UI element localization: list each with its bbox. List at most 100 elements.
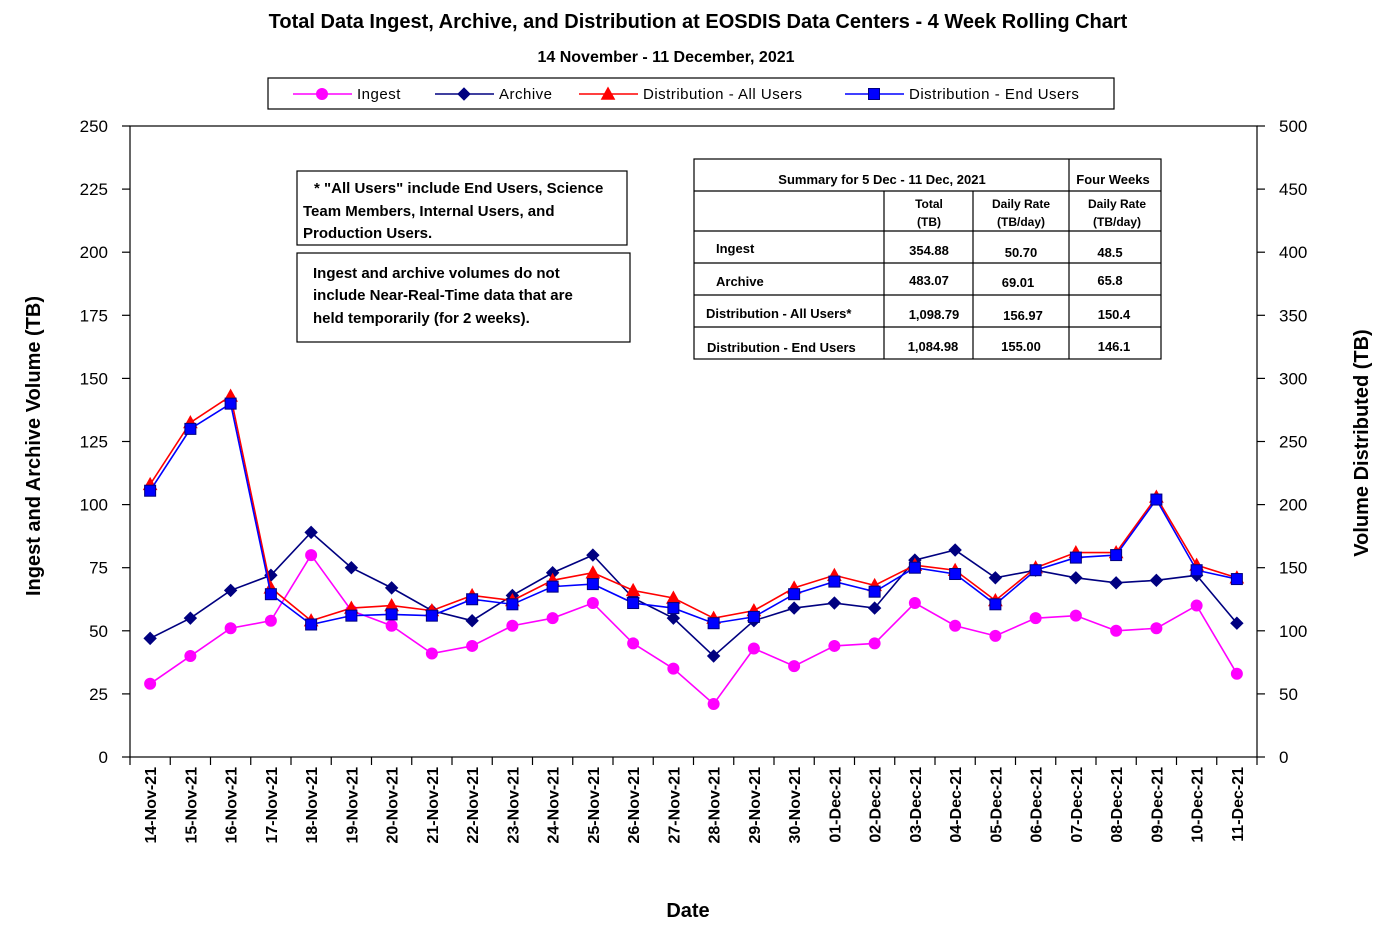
x-tick-label-11: 25-Nov-21: [586, 767, 603, 844]
note-nrt: Ingest and archive volumes do not includ…: [296, 252, 631, 343]
y-left-tick-label-10: 250: [80, 117, 108, 136]
x-tick-label-22: 06-Dec-21: [1029, 767, 1046, 843]
point-distribution-end-users-14: [707, 617, 720, 630]
point-distribution-all-users-11: [585, 565, 601, 579]
x-tick-label-4: 18-Nov-21: [304, 767, 321, 844]
row-dist-end-rate4: 146.1: [1098, 339, 1131, 354]
point-ingest-2: [224, 622, 237, 635]
point-archive-17: [827, 596, 842, 610]
point-archive-14: [706, 649, 721, 663]
point-archive-18: [867, 601, 882, 615]
y-left-tick-label-2: 50: [89, 622, 108, 641]
point-distribution-end-users-27: [1230, 573, 1243, 586]
legend-box: [267, 77, 1115, 110]
point-distribution-end-users-23: [1069, 551, 1082, 564]
note-nrt-line-2: include Near-Real-Time data that are: [313, 287, 573, 304]
point-distribution-end-users-13: [667, 602, 680, 615]
y-right-tick-label-10: 500: [1279, 117, 1307, 136]
x-axis: 14-Nov-21 15-Nov-21 16-Nov-21 17-Nov-21 18-N…: [129, 757, 1258, 844]
legend-swatch-marker-1: [457, 87, 471, 101]
point-ingest-6: [385, 619, 398, 632]
point-ingest-8: [466, 639, 479, 652]
x-tick-label-26: 10-Dec-21: [1190, 767, 1207, 843]
point-ingest-12: [627, 637, 640, 650]
point-distribution-end-users-17: [828, 575, 841, 588]
point-ingest-1: [184, 650, 197, 663]
row-ingest-label: Ingest: [716, 241, 755, 256]
chart-subtitle: 14 November - 11 December, 2021: [537, 49, 794, 66]
legend: Ingest Archive Distribution - All Users Dis…: [267, 77, 1115, 110]
legend-swatch-marker-0: [316, 88, 328, 100]
x-tick-label-1: 15-Nov-21: [183, 767, 200, 844]
x-tick-label-23: 07-Dec-21: [1069, 767, 1086, 843]
point-distribution-end-users-16: [788, 588, 801, 601]
point-ingest-17: [828, 639, 841, 652]
y-left-tick-label-6: 150: [80, 369, 108, 388]
legend-item-distribution-all-users: Distribution - All Users: [579, 86, 802, 103]
legend-label-3: Distribution - End Users: [909, 86, 1079, 103]
point-distribution-end-users-6: [385, 608, 398, 621]
point-distribution-end-users-24: [1110, 549, 1123, 562]
point-ingest-26: [1190, 599, 1203, 612]
point-distribution-end-users-2: [224, 397, 237, 410]
legend-label-1: Archive: [499, 86, 553, 103]
point-distribution-end-users-8: [466, 593, 479, 606]
x-tick-label-14: 28-Nov-21: [707, 767, 724, 844]
point-archive-11: [586, 548, 600, 562]
point-archive-1: [183, 611, 198, 625]
summary-heading-four-weeks: Four Weeks: [1076, 172, 1149, 187]
note-all-users-line-1: * "All Users" include End Users, Science: [314, 180, 603, 197]
point-distribution-end-users-5: [345, 609, 358, 622]
row-dist-all-rate: 156.97: [1003, 308, 1043, 323]
point-archive-25: [1149, 573, 1164, 588]
point-archive-24: [1109, 576, 1123, 590]
y-right-tick-label-3: 150: [1279, 559, 1307, 578]
x-tick-label-27: 11-Dec-21: [1230, 767, 1247, 842]
point-distribution-end-users-9: [506, 598, 519, 611]
x-tick-label-5: 19-Nov-21: [344, 767, 361, 844]
point-archive-0: [143, 631, 157, 646]
x-axis-label: Date: [666, 900, 709, 922]
y-right-tick-label-7: 350: [1279, 306, 1307, 325]
note-nrt-line-1: Ingest and archive volumes do not: [313, 265, 560, 282]
y-left-tick-label-5: 125: [80, 433, 108, 452]
point-distribution-end-users-21: [989, 598, 1002, 611]
point-archive-6: [384, 581, 399, 595]
point-distribution-end-users-22: [1029, 564, 1042, 577]
row-dist-end-rate: 155.00: [1001, 339, 1041, 354]
point-archive-20: [948, 543, 962, 557]
row-dist-end-label: Distribution - End Users: [707, 340, 856, 355]
point-ingest-20: [949, 619, 962, 632]
point-distribution-end-users-12: [627, 597, 640, 610]
y-axis-right: 0 50 100 150 200 250 300 350 400 450 500: [1257, 117, 1307, 767]
point-ingest-3: [264, 614, 277, 627]
point-distribution-all-users-12: [625, 582, 641, 597]
point-archive-23: [1069, 571, 1083, 585]
y-left-tick-label-3: 75: [89, 559, 108, 578]
x-tick-label-25: 09-Dec-21: [1149, 767, 1166, 843]
series-line-archive: [149, 531, 1238, 658]
summary-table: Summary for 5 Dec - 11 Dec, 2021 Four We…: [693, 158, 1162, 360]
x-tick-label-13: 27-Nov-21: [666, 767, 683, 844]
col-rate4-line-2: (TB/day): [1093, 215, 1141, 229]
y-left-tick-label-1: 25: [89, 685, 108, 704]
y-left-tick-label-4: 100: [80, 496, 108, 515]
row-dist-all-label: Distribution - All Users*: [706, 306, 852, 321]
x-tick-label-18: 02-Dec-21: [868, 767, 885, 843]
point-distribution-end-users-1: [184, 422, 197, 435]
x-tick-label-24: 08-Dec-21: [1109, 767, 1126, 843]
row-dist-all-rate4: 150.4: [1098, 307, 1131, 322]
x-tick-label-15: 29-Nov-21: [747, 767, 764, 844]
series-line-distribution-end-users: [149, 402, 1238, 626]
point-archive-2: [223, 583, 238, 598]
y-left-tick-label-8: 200: [80, 243, 108, 262]
point-distribution-end-users-25: [1150, 493, 1163, 506]
note-all-users: * "All Users" include End Users, Science…: [296, 170, 628, 246]
x-tick-label-21: 05-Dec-21: [988, 767, 1005, 843]
point-ingest-7: [425, 647, 438, 660]
series-distribution-end-users: [144, 397, 1243, 631]
point-distribution-end-users-26: [1190, 564, 1203, 577]
point-ingest-10: [546, 612, 559, 625]
x-tick-label-6: 20-Nov-21: [385, 767, 402, 844]
